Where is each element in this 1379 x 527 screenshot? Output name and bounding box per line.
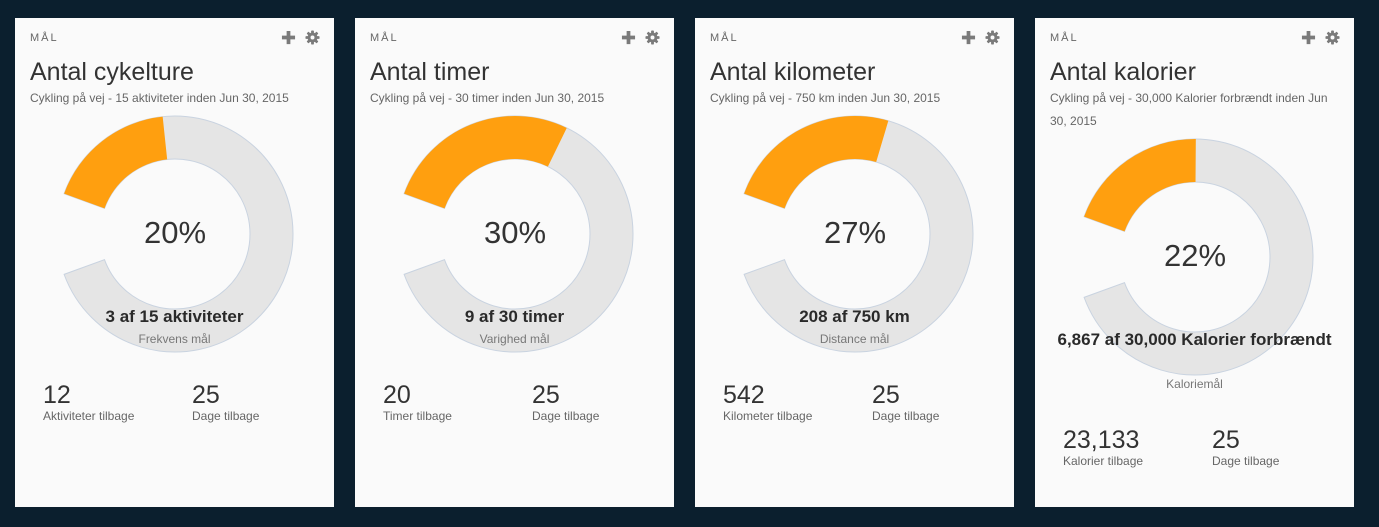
gauge-percent: 22% (1163, 238, 1227, 273)
card-label: MÅL (30, 32, 59, 44)
goal-type: Distance mål (819, 332, 890, 346)
gear-icon[interactable] (645, 30, 660, 45)
plus-icon[interactable] (621, 30, 636, 45)
goal-progress: 3 af 15 aktiviteter (105, 307, 244, 326)
goal-progress: 208 af 750 km (799, 307, 910, 326)
stat-value: 25 (1212, 426, 1240, 454)
stat-caption: Dage tilbage (1212, 454, 1280, 468)
stat-remaining: 12 Aktiviteter tilbage (43, 381, 134, 423)
goal-subtitle: Cykling på vej - 750 km inden Jun 30, 20… (710, 91, 941, 105)
gauge-percent: 27% (823, 215, 887, 250)
stat-remaining: 23,133 Kalorier tilbage (1063, 426, 1143, 468)
stat-value: 20 (383, 381, 411, 409)
progress-gauge: 22% (1070, 138, 1320, 376)
stat-caption: Dage tilbage (192, 409, 260, 423)
card-actions (281, 30, 320, 45)
card-actions (1301, 30, 1340, 45)
goal-subtitle: Cykling på vej - 30,000 Kalorier forbræn… (1050, 91, 1328, 128)
goal-type: Kaloriemål (1166, 377, 1223, 391)
card-label: MÅL (1050, 32, 1079, 44)
gauge-svg (1083, 138, 1314, 376)
stat-value: 542 (723, 381, 765, 409)
stat-days-left: 25 Dage tilbage (532, 381, 599, 423)
stat-value: 25 (872, 381, 900, 409)
gauge-fill (1084, 138, 1196, 232)
gear-icon[interactable] (1325, 30, 1340, 45)
card-label: MÅL (370, 32, 399, 44)
stat-days-left: 25 Dage tilbage (192, 381, 259, 423)
stat-value: 25 (532, 381, 560, 409)
stat-days-left: 25 Dage tilbage (872, 381, 939, 423)
card-actions (961, 30, 1000, 45)
goal-type: Frekvens mål (138, 332, 211, 346)
stat-caption: Dage tilbage (532, 409, 600, 423)
gear-icon[interactable] (985, 30, 1000, 45)
gauge-fill (404, 115, 567, 209)
goal-type: Varighed mål (479, 332, 550, 346)
plus-icon[interactable] (961, 30, 976, 45)
stat-value: 12 (43, 381, 71, 409)
stat-caption: Aktiviteter tilbage (43, 409, 135, 423)
goal-title: Antal kalorier (1050, 58, 1196, 86)
goal-card-hours: MÅL Antal timer Cykling på vej - 30 time… (355, 18, 674, 507)
gauge-percent: 20% (143, 215, 207, 250)
goal-card-distance: MÅL Antal kilometer Cykling på vej - 750… (695, 18, 1014, 507)
gauge-svg (403, 115, 634, 353)
goal-title: Antal cykelture (30, 58, 194, 86)
progress-gauge: 27% (730, 115, 980, 353)
stat-caption: Kalorier tilbage (1063, 454, 1144, 468)
goal-progress: 9 af 30 timer (464, 307, 565, 326)
gauge-fill (744, 115, 889, 209)
goal-title: Antal kilometer (710, 58, 876, 86)
stat-caption: Dage tilbage (872, 409, 940, 423)
stat-value: 25 (192, 381, 220, 409)
plus-icon[interactable] (281, 30, 296, 45)
stat-caption: Timer tilbage (383, 409, 452, 423)
stat-value: 23,133 (1063, 426, 1140, 454)
card-actions (621, 30, 660, 45)
stat-remaining: 542 Kilometer tilbage (723, 381, 812, 423)
card-label: MÅL (710, 32, 739, 44)
goal-progress: 6,867 af 30,000 Kalorier forbrændt (1057, 330, 1332, 349)
gauge-fill (64, 116, 168, 209)
stat-caption: Kilometer tilbage (723, 409, 813, 423)
plus-icon[interactable] (1301, 30, 1316, 45)
goal-card-calories: MÅL Antal kalorier Cykling på vej - 30,0… (1035, 18, 1354, 507)
progress-gauge: 30% (390, 115, 640, 353)
goal-subtitle: Cykling på vej - 15 aktiviteter inden Ju… (30, 91, 289, 105)
gauge-svg (743, 115, 974, 353)
stat-days-left: 25 Dage tilbage (1212, 426, 1279, 468)
gauge-svg (63, 115, 294, 353)
gauge-percent: 30% (483, 215, 547, 250)
progress-gauge: 20% (50, 115, 300, 353)
goal-subtitle: Cykling på vej - 30 timer inden Jun 30, … (370, 91, 605, 105)
goal-title: Antal timer (370, 58, 490, 86)
gear-icon[interactable] (305, 30, 320, 45)
goal-card-rides: MÅL Antal cykelture Cykling på vej - 15 … (15, 18, 334, 507)
stat-remaining: 20 Timer tilbage (383, 381, 452, 423)
